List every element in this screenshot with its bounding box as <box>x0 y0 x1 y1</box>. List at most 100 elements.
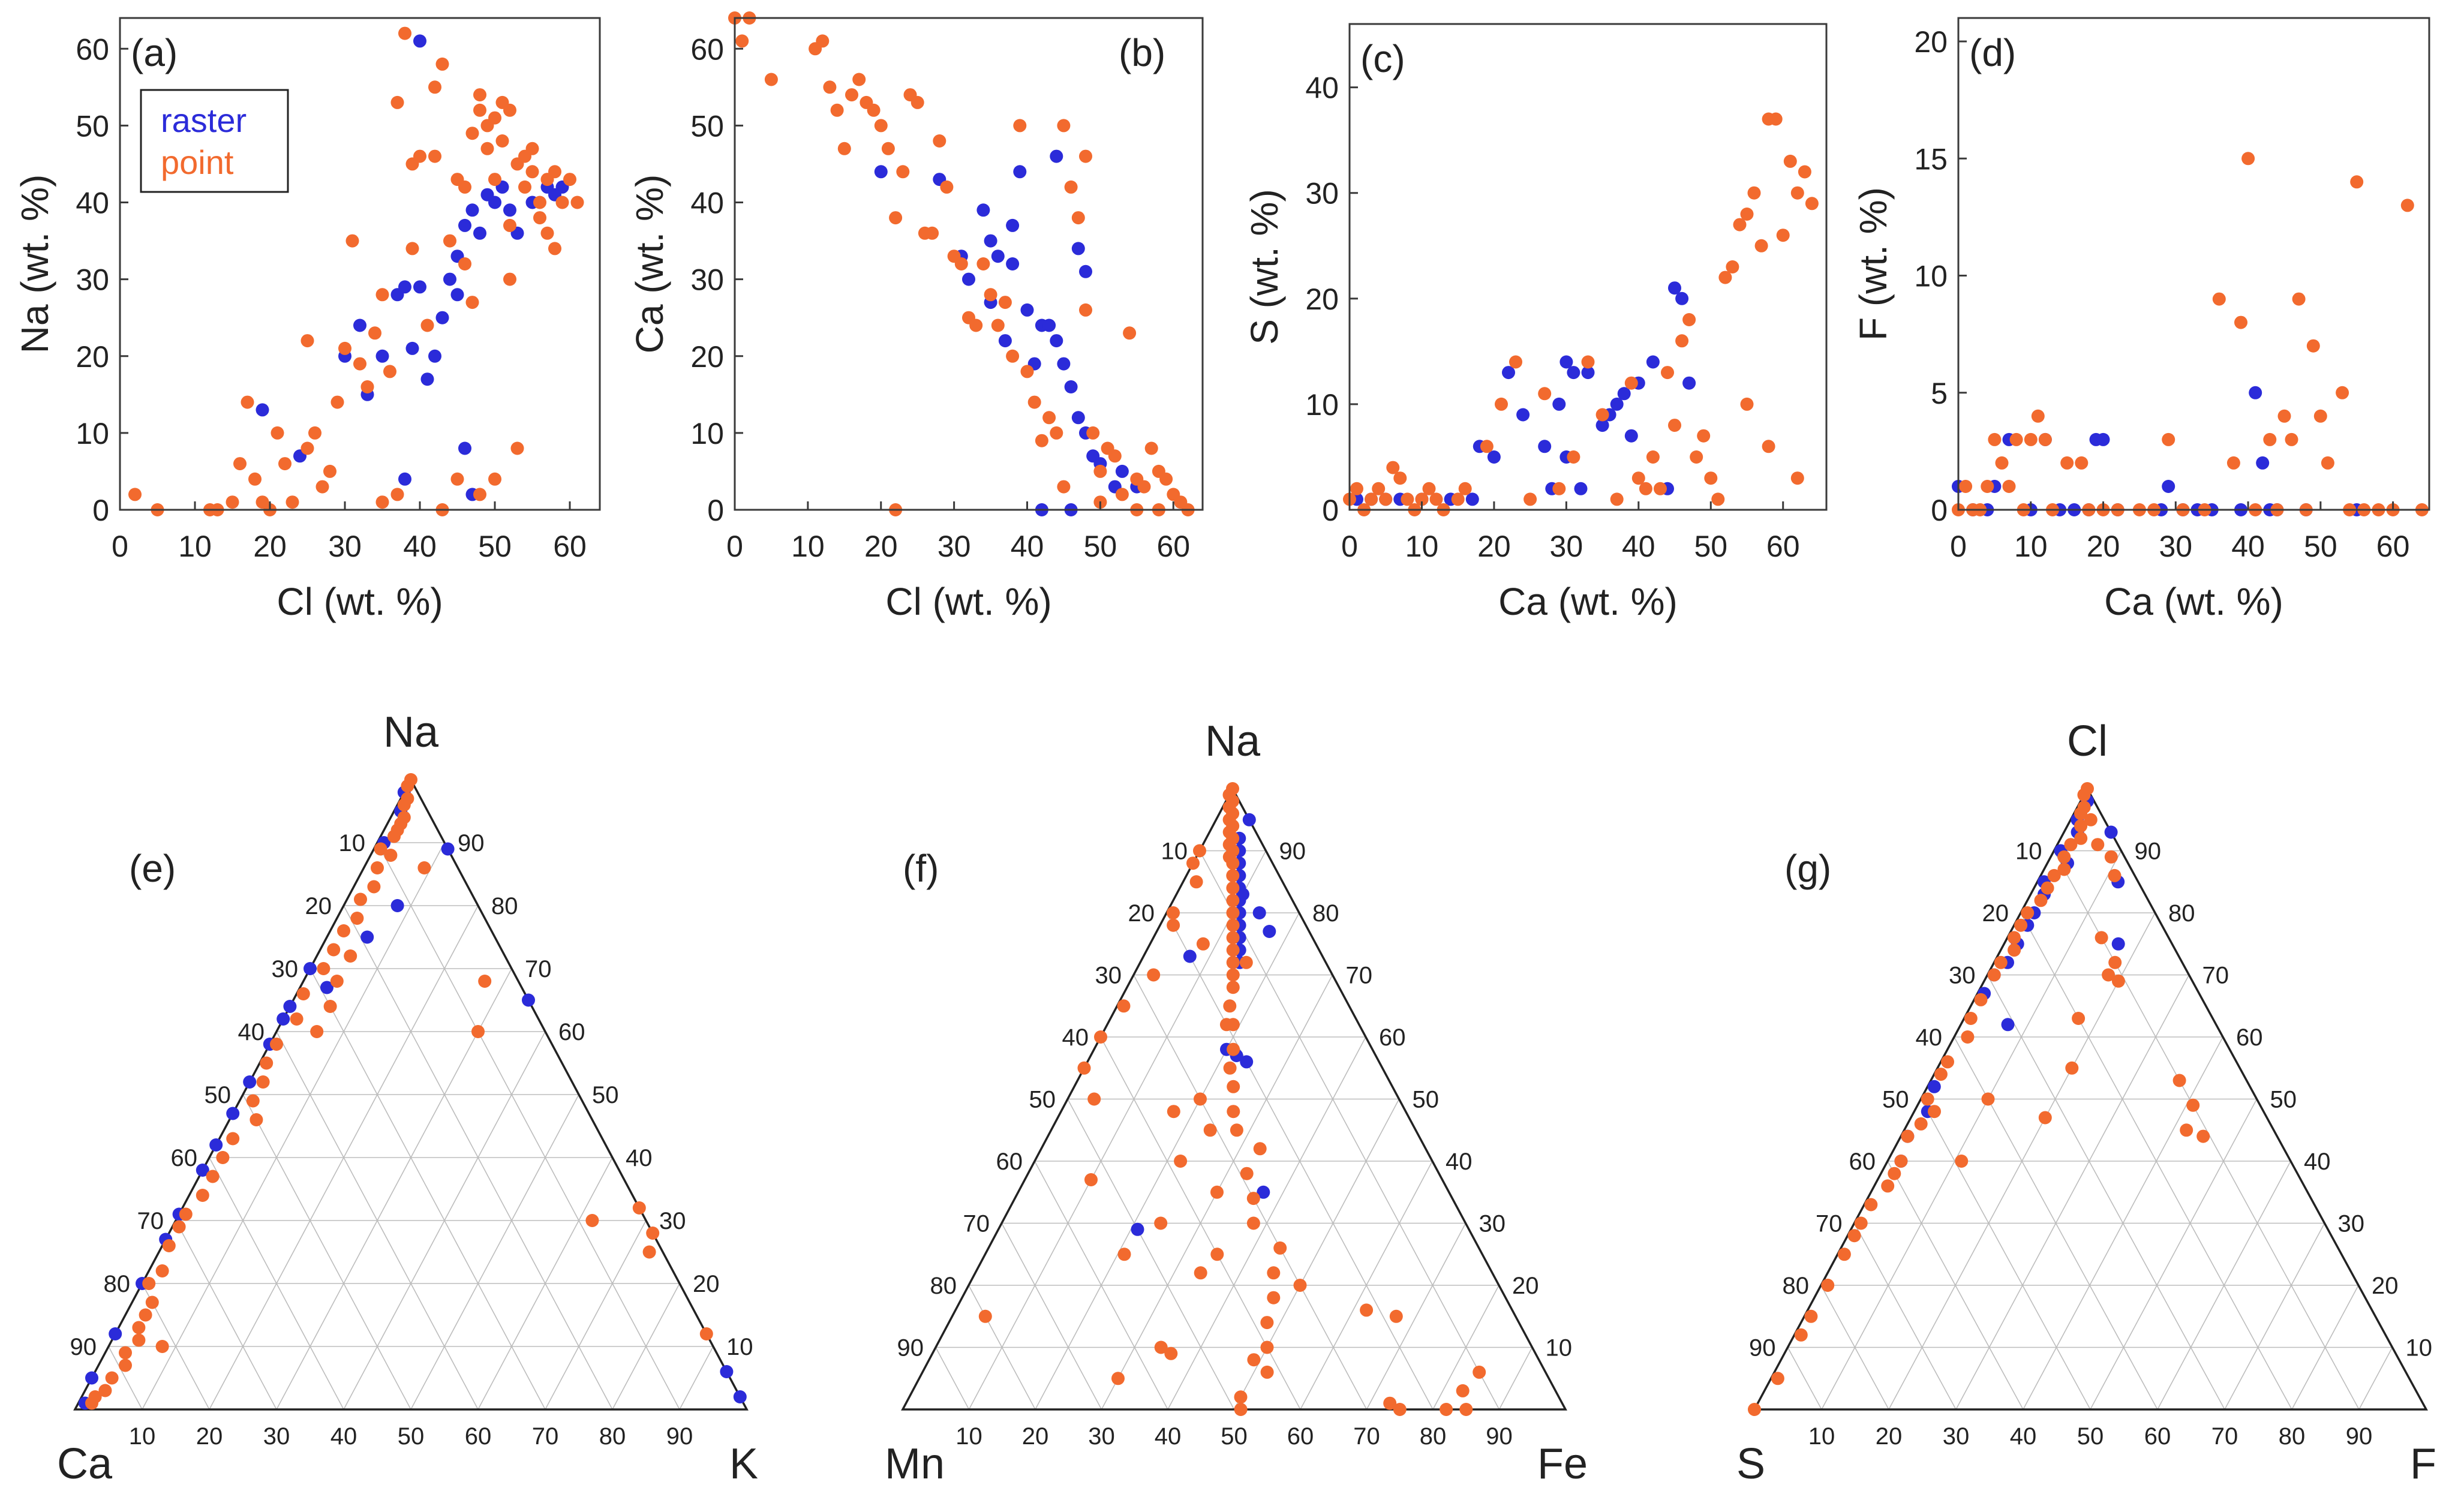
data-point-point <box>330 395 344 409</box>
data-point-point <box>1854 1216 1868 1230</box>
ternary-grid-line <box>2291 1285 2359 1410</box>
data-point-point <box>503 272 516 286</box>
data-point-point <box>1524 492 1537 506</box>
data-point-point <box>1186 856 1200 870</box>
ternary-grid-line <box>209 1157 344 1410</box>
x-tick-label: 10 <box>178 530 212 563</box>
data-point-point <box>503 103 516 117</box>
data-point-point <box>1226 931 1240 945</box>
data-point-point <box>764 73 778 86</box>
data-point-raster <box>1115 464 1129 478</box>
data-point-raster <box>465 203 479 217</box>
data-point-point <box>1961 1030 1975 1044</box>
data-point-raster <box>1682 376 1696 390</box>
data-point-point <box>1273 1241 1287 1255</box>
ternary-tick-left: 60 <box>171 1145 198 1171</box>
data-point-point <box>2102 968 2116 982</box>
data-point-point <box>2313 409 2327 423</box>
y-tick-label: 0 <box>1322 494 1339 527</box>
data-point-point <box>1226 906 1240 919</box>
data-point-point <box>2077 788 2091 802</box>
legend: raster point <box>140 89 289 193</box>
data-point-point <box>488 111 501 125</box>
y-tick-label: 50 <box>76 109 109 143</box>
data-point-point <box>1987 968 2001 982</box>
data-point-point <box>555 196 569 209</box>
data-point-point <box>1401 492 1414 506</box>
ternary-tick-bottom: 70 <box>2211 1423 2238 1450</box>
data-point-point <box>2074 819 2088 833</box>
x-axis-label: Ca (wt. %) <box>1498 580 1678 623</box>
ternary-panel-g: 10 10 10 20 20 20 30 30 30 40 40 40 50 50 50 60 60 60 70 70… <box>1736 717 2436 1488</box>
data-point-raster <box>1050 149 1063 163</box>
ternary-tick-bottom: 80 <box>2279 1423 2306 1450</box>
data-point-point <box>1267 1266 1281 1280</box>
data-point-raster <box>1624 429 1638 443</box>
data-point-point <box>1189 875 1203 889</box>
data-point-point <box>1117 1248 1131 1261</box>
data-point-point <box>413 149 426 163</box>
ternary-grid-line <box>1432 1285 1500 1410</box>
data-point-point <box>845 88 858 102</box>
ternary-grid-line <box>1887 1161 2024 1410</box>
data-point-point <box>338 341 351 355</box>
data-point-point <box>1748 1403 1761 1416</box>
ternary-grid-line <box>1987 975 2225 1410</box>
data-point-point <box>248 472 262 486</box>
x-tick-label: 50 <box>2304 530 2337 563</box>
data-point-point <box>1794 1328 1808 1342</box>
data-point-point <box>360 380 374 393</box>
data-point-point <box>2057 850 2071 864</box>
data-point-point <box>1154 1340 1168 1354</box>
data-point-point <box>353 357 366 371</box>
data-point-raster <box>1042 318 1056 332</box>
data-point-point <box>699 1327 713 1340</box>
data-point-point <box>1581 355 1595 369</box>
data-point-point <box>1020 365 1034 378</box>
ternary-triangle <box>901 786 1567 1411</box>
data-point-point <box>852 73 866 86</box>
data-point-point <box>196 1189 209 1202</box>
data-point-point <box>1226 943 1240 957</box>
ternary-tick-bottom: 10 <box>955 1423 982 1450</box>
ternary-grid-line <box>612 1283 680 1410</box>
data-point-point <box>480 142 494 155</box>
data-point-raster <box>1574 482 1588 495</box>
data-point-point <box>1458 482 1472 495</box>
data-point-point <box>1847 1229 1861 1243</box>
data-point-point <box>2084 813 2098 826</box>
data-point-point <box>2002 480 2016 493</box>
data-point-raster <box>1252 906 1266 919</box>
data-point-point <box>1393 1403 1407 1416</box>
data-point-point <box>2057 862 2071 876</box>
data-point-point <box>1974 993 1988 1006</box>
ternary-grid-line <box>968 1285 1036 1410</box>
ternary-tick-left: 40 <box>1916 1024 1943 1051</box>
y-tick-label: 20 <box>76 340 109 374</box>
x-tick-label: 10 <box>2014 530 2048 563</box>
ternary-tick-bottom: 30 <box>1088 1423 1115 1450</box>
data-point-point <box>1006 349 1020 363</box>
data-point-point <box>1389 1309 1403 1323</box>
data-point-point <box>1495 397 1508 411</box>
data-point-point <box>2095 931 2108 945</box>
data-point-point <box>548 165 561 179</box>
data-point-point <box>1928 1105 1941 1119</box>
scatter-panel-a: 0 10 20 30 40 50 60 0 10 20 30 40 50 60 Cl (wt. %) Na (… <box>13 17 601 623</box>
ternary-tick-left: 20 <box>305 893 332 919</box>
ternary-tick-left: 30 <box>1095 963 1122 989</box>
data-point-point <box>1027 395 1041 409</box>
data-point-point <box>260 1056 274 1070</box>
ternary-grid-line <box>1034 1161 1168 1410</box>
data-point-point <box>2104 850 2118 864</box>
data-point-point <box>1079 149 1092 163</box>
data-point-point <box>337 924 350 937</box>
data-point-point <box>2180 1123 2193 1137</box>
data-point-point <box>488 173 501 187</box>
data-point-point <box>290 1012 304 1026</box>
data-point-point <box>401 779 414 793</box>
data-point-point <box>925 226 939 240</box>
x-tick-label: 20 <box>2087 530 2120 563</box>
data-point-point <box>896 165 910 179</box>
data-point-point <box>1267 1291 1281 1304</box>
